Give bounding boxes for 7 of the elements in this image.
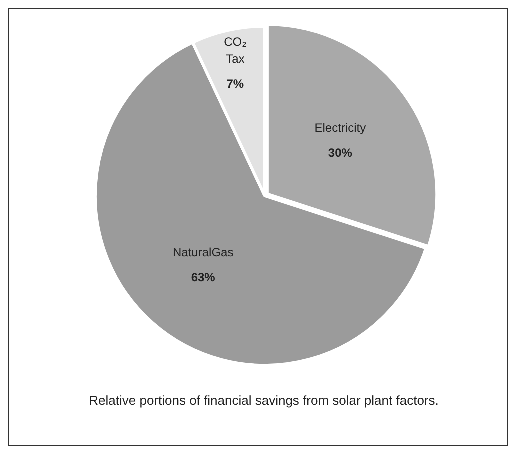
data-label: 7% bbox=[226, 76, 244, 91]
slice-label: CO₂ Tax bbox=[224, 34, 248, 66]
text: Relative portions of financial savings from solar plant factors. bbox=[88, 392, 440, 410]
slice-label: NaturalGas bbox=[173, 246, 234, 260]
slice-label: Electricity bbox=[314, 121, 366, 136]
data-label: 30% bbox=[328, 146, 353, 160]
data-label: 63% bbox=[191, 270, 216, 285]
